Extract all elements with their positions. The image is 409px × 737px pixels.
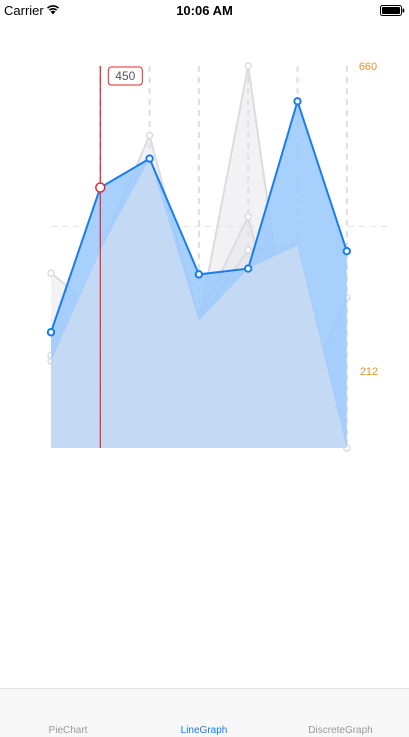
primary-point-4 bbox=[244, 264, 253, 273]
tab-linegraph-label: LineGraph bbox=[180, 725, 228, 736]
tab-piechart-label: PieChart bbox=[48, 725, 88, 736]
wifi-icon bbox=[47, 5, 59, 15]
background-point-0-4 bbox=[244, 246, 252, 254]
background-point-2-4 bbox=[244, 62, 252, 70]
primary-point-2 bbox=[145, 154, 154, 163]
primary-point-3 bbox=[194, 270, 204, 279]
primary-point-0 bbox=[46, 328, 56, 337]
carrier-label: Carrier bbox=[4, 3, 44, 18]
primary-series bbox=[46, 97, 351, 448]
primary-area-overlap bbox=[51, 158, 347, 448]
tab-discretegraph-label: DiscreteGraph bbox=[308, 725, 373, 736]
axis-label-min: 212 bbox=[360, 366, 378, 378]
background-point-0-2 bbox=[145, 131, 154, 140]
selection-point bbox=[95, 182, 106, 193]
selection-marker[interactable]: 450 bbox=[95, 66, 143, 448]
clock: 10:06 AM bbox=[176, 3, 233, 18]
background-point-1-0 bbox=[47, 269, 55, 277]
tab-bar: PieChart LineGraph DiscreteGraph bbox=[0, 688, 409, 737]
battery-icon bbox=[380, 5, 405, 16]
axis-label-max: 660 bbox=[359, 61, 377, 73]
tab-linegraph[interactable]: LineGraph bbox=[136, 689, 272, 737]
selection-value-label: 450 bbox=[115, 69, 135, 83]
line-graph[interactable]: 450 660 212 bbox=[0, 0, 409, 480]
selection-value-box bbox=[107, 66, 143, 86]
primary-point-6 bbox=[342, 247, 351, 256]
axis-labels: 660 212 bbox=[359, 61, 378, 378]
tab-piechart[interactable]: PieChart bbox=[0, 689, 136, 737]
background-point-1-4 bbox=[244, 212, 252, 221]
tab-discretegraph[interactable]: DiscreteGraph bbox=[272, 689, 409, 737]
status-bar: Carrier 10:06 AM bbox=[0, 0, 409, 22]
primary-point-5 bbox=[293, 97, 302, 106]
